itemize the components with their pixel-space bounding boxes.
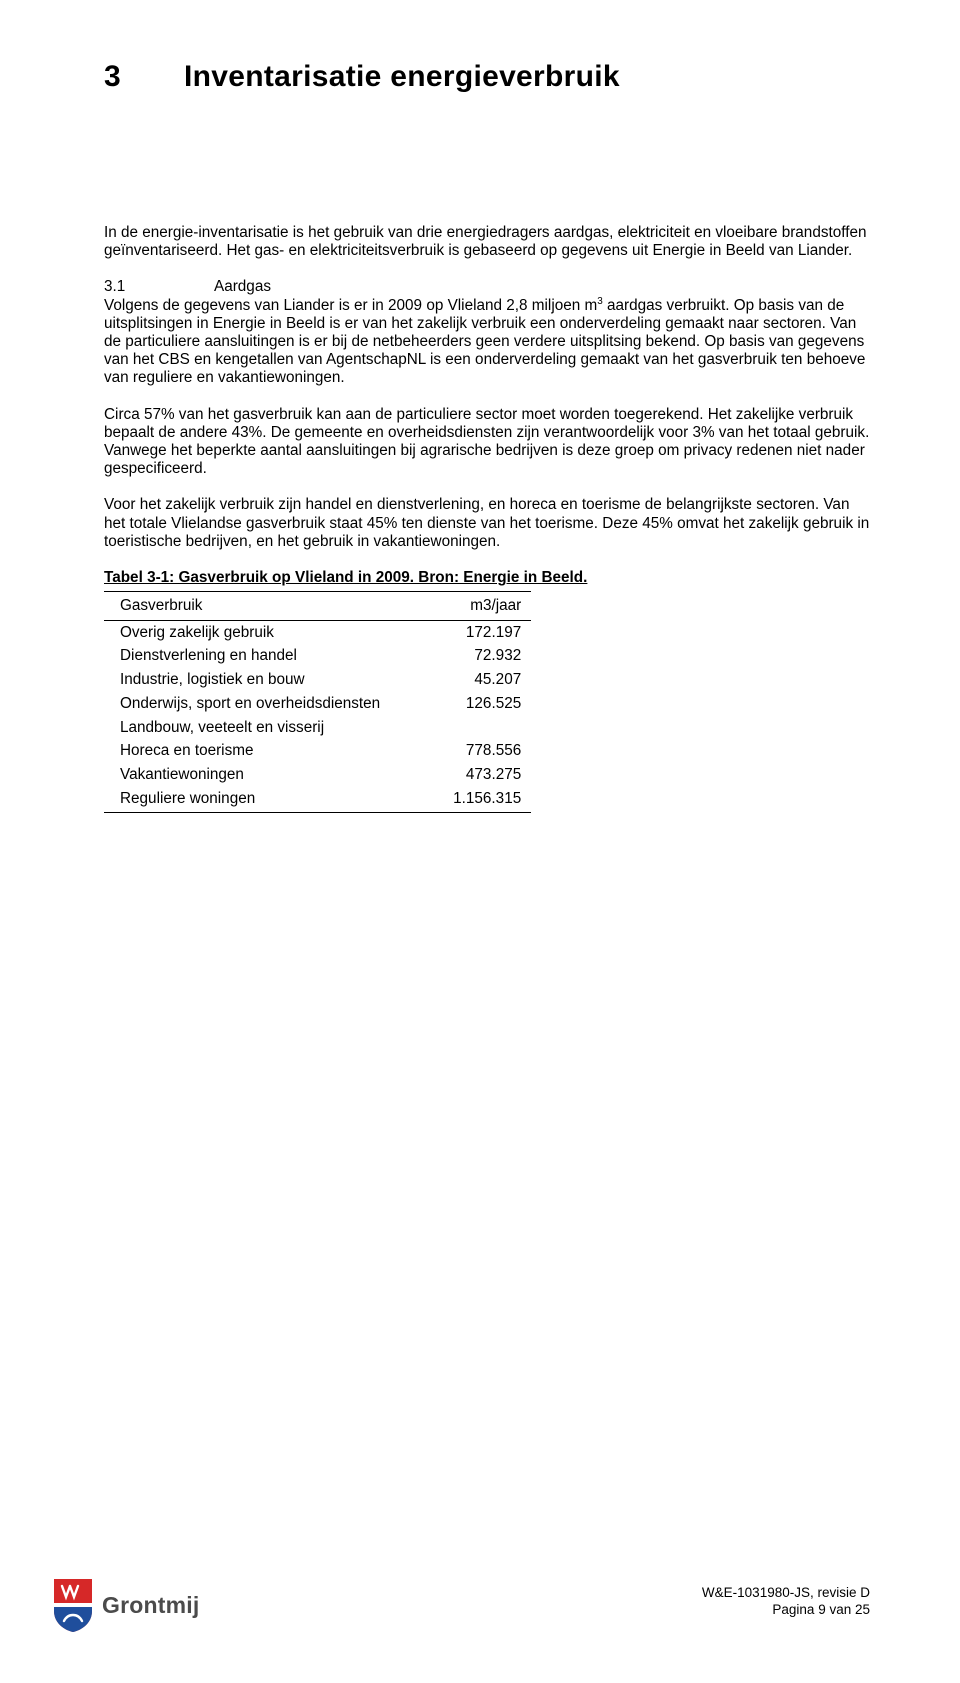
table-row: Industrie, logistiek en bouw45.207 xyxy=(104,668,531,692)
table-caption: Tabel 3-1: Gasverbruik op Vlieland in 20… xyxy=(104,569,870,587)
table-row: Reguliere woningen1.156.315 xyxy=(104,787,531,813)
table-row: Landbouw, veeteelt en visserij xyxy=(104,716,531,740)
intro-paragraph: In de energie-inventarisatie is het gebr… xyxy=(104,224,870,260)
footer-doc-id: W&E-1031980-JS, revisie D xyxy=(702,1585,870,1602)
chapter-heading: 3Inventarisatie energieverbruik xyxy=(104,60,870,94)
paragraph-3: Voor het zakelijk verbruik zijn handel e… xyxy=(104,496,870,551)
grontmij-logo: Grontmij xyxy=(50,1575,199,1635)
footer-page-number: Pagina 9 van 25 xyxy=(702,1602,870,1619)
section-heading: 3.1Aardgas xyxy=(104,278,870,296)
table-row: Overig zakelijk gebruik172.197 xyxy=(104,620,531,644)
section-number: 3.1 xyxy=(104,278,214,296)
para1-part-a: Volgens de gegevens van Liander is er in… xyxy=(104,297,597,314)
table-row: Onderwijs, sport en overheidsdiensten126… xyxy=(104,692,531,716)
col-header-value: m3/jaar xyxy=(410,592,531,621)
table-row: Dienstverlening en handel72.932 xyxy=(104,644,531,668)
table-row: Horeca en toerisme778.556 xyxy=(104,739,531,763)
col-header-label: Gasverbruik xyxy=(104,592,410,621)
paragraph-1: Volgens de gegevens van Liander is er in… xyxy=(104,297,870,388)
page-footer: W&E-1031980-JS, revisie D Pagina 9 van 2… xyxy=(702,1585,870,1619)
paragraph-2: Circa 57% van het gasverbruik kan aan de… xyxy=(104,406,870,479)
chapter-number: 3 xyxy=(104,60,184,94)
gasverbruik-table: Gasverbruik m3/jaar Overig zakelijk gebr… xyxy=(104,591,531,813)
section-title: Aardgas xyxy=(214,278,271,295)
shield-icon xyxy=(50,1577,96,1633)
chapter-title: Inventarisatie energieverbruik xyxy=(184,60,620,93)
table-header-row: Gasverbruik m3/jaar xyxy=(104,592,531,621)
table-row: Vakantiewoningen473.275 xyxy=(104,763,531,787)
logo-text: Grontmij xyxy=(102,1592,199,1619)
